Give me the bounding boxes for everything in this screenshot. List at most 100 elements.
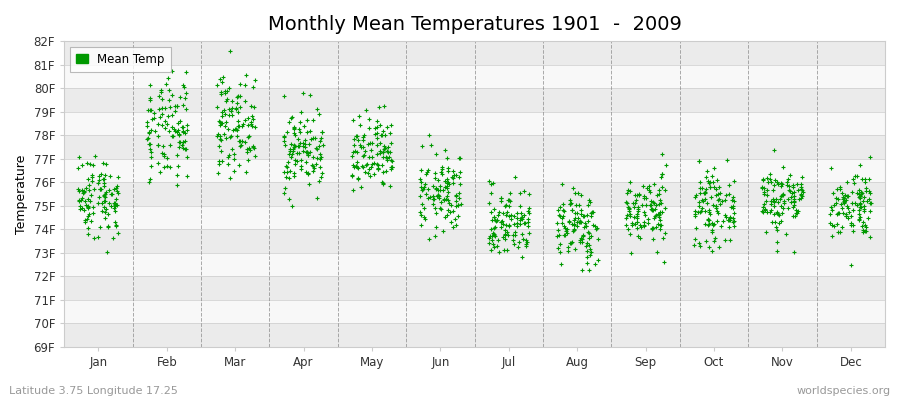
Point: [722, 216, 736, 223]
Point: [490, 217, 504, 224]
Point: [706, 184, 721, 191]
Point: [382, 183, 397, 189]
Point: [767, 198, 781, 204]
Point: [232, 92, 247, 99]
Point: [276, 169, 291, 176]
Point: [434, 199, 448, 205]
Point: [772, 196, 787, 202]
Point: [723, 237, 737, 243]
Point: [691, 240, 706, 246]
Point: [863, 200, 878, 206]
Point: [240, 146, 255, 152]
Point: [170, 128, 184, 135]
Point: [709, 202, 724, 209]
Point: [418, 216, 432, 222]
Point: [708, 192, 723, 198]
Point: [78, 185, 93, 192]
Point: [370, 117, 384, 124]
Point: [77, 219, 92, 226]
Point: [221, 154, 236, 160]
Point: [623, 212, 637, 219]
Point: [711, 191, 725, 198]
Point: [769, 224, 783, 230]
Point: [82, 210, 96, 217]
Point: [493, 224, 508, 230]
Point: [377, 143, 392, 150]
Point: [218, 88, 232, 94]
Point: [287, 144, 302, 150]
Point: [583, 233, 598, 240]
Point: [180, 173, 194, 179]
Point: [292, 143, 306, 149]
Point: [649, 191, 663, 198]
Point: [847, 200, 861, 206]
Point: [172, 131, 186, 137]
Point: [111, 190, 125, 196]
Point: [564, 239, 579, 246]
Point: [374, 132, 388, 138]
Point: [723, 215, 737, 222]
Point: [294, 166, 309, 172]
Point: [688, 211, 702, 218]
Point: [109, 221, 123, 228]
Point: [428, 204, 442, 211]
Point: [162, 128, 176, 134]
Point: [170, 181, 184, 188]
Point: [418, 205, 432, 211]
Point: [158, 81, 173, 88]
Point: [774, 218, 788, 224]
Point: [300, 128, 314, 135]
Point: [508, 232, 522, 238]
Point: [637, 209, 652, 216]
Point: [652, 217, 667, 223]
Point: [850, 172, 864, 179]
Point: [80, 160, 94, 166]
Point: [429, 151, 444, 157]
Point: [484, 217, 499, 223]
Point: [658, 205, 672, 212]
Point: [71, 154, 86, 160]
Point: [75, 186, 89, 193]
Point: [706, 221, 721, 227]
Point: [81, 224, 95, 231]
Point: [140, 136, 154, 142]
Point: [171, 127, 185, 134]
Point: [433, 187, 447, 193]
Point: [699, 186, 714, 192]
Point: [655, 184, 670, 190]
Point: [859, 185, 873, 192]
Point: [287, 142, 302, 148]
Point: [379, 168, 393, 174]
Point: [768, 177, 782, 183]
Point: [639, 195, 653, 202]
Point: [86, 186, 101, 193]
Point: [347, 164, 362, 170]
Point: [853, 193, 868, 200]
Point: [568, 214, 582, 221]
Point: [516, 236, 530, 242]
Point: [144, 163, 158, 170]
Point: [782, 186, 796, 193]
Point: [276, 92, 291, 99]
Point: [282, 195, 296, 202]
Point: [837, 198, 851, 205]
Point: [440, 184, 454, 191]
Point: [760, 187, 774, 194]
Point: [700, 178, 715, 184]
Point: [491, 237, 505, 243]
Point: [580, 242, 594, 249]
Point: [755, 204, 770, 211]
Point: [565, 206, 580, 213]
Point: [787, 199, 801, 205]
Point: [574, 207, 589, 214]
Point: [378, 154, 392, 160]
Point: [645, 207, 660, 213]
Point: [755, 184, 770, 191]
Point: [756, 176, 770, 182]
Point: [482, 232, 497, 239]
Point: [699, 174, 714, 180]
Point: [852, 211, 867, 217]
Point: [575, 239, 590, 245]
Point: [726, 218, 741, 224]
Point: [503, 198, 517, 204]
